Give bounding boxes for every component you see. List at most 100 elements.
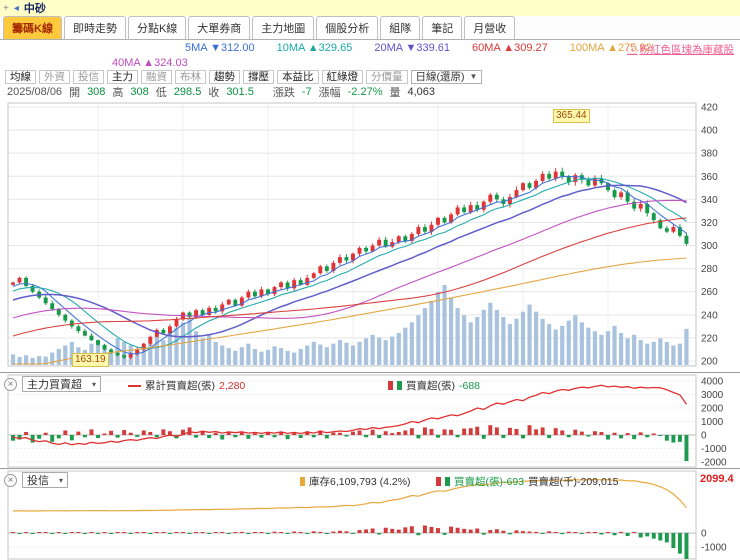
toolbar-ma[interactable]: 均線 (5, 70, 36, 84)
close-panel-icon[interactable]: × (4, 473, 17, 487)
toolbar-trend[interactable]: 趨勢 (209, 70, 240, 84)
toolbar-main-force[interactable]: 主力 (107, 70, 138, 84)
min-price-annotation: 163.19 (72, 353, 109, 367)
buy-swatch (388, 381, 393, 390)
toolbar-bollinger[interactable]: 布林 (175, 70, 206, 84)
netbuy-lots-value: 買賣超(張)-693 (454, 476, 525, 488)
svg-text:1000: 1000 (701, 417, 724, 428)
toolbar-volume-profile[interactable]: 分價量 (366, 70, 408, 84)
svg-text:340: 340 (701, 195, 718, 206)
chevron-down-icon: ▾ (92, 379, 97, 389)
tab-stock-analysis[interactable]: 個股分析 (316, 16, 379, 39)
tab-chip-kline[interactable]: 籌碼K線 (3, 16, 62, 39)
low-value: 298.5 (173, 86, 202, 98)
window-title-bar: + ◂ 中砂 (0, 0, 740, 16)
chart-toolbar: 均線 外資 投信 主力 融資 布林 趨勢 撐壓 本益比 紅綠燈 分價量 日線(還… (0, 69, 740, 85)
change-label: 漲跌 (272, 87, 295, 99)
back-arrow-icon[interactable]: ◂ (13, 2, 19, 14)
indicator-select-invest-trust[interactable]: 投信 ▾ (22, 472, 69, 488)
svg-text:380: 380 (701, 149, 718, 160)
high-value: 308 (130, 86, 149, 98)
ma100-legend: 100MA ▲275.92 (569, 42, 652, 54)
svg-text:220: 220 (701, 333, 718, 344)
treasury-note-text: 粉紅色區塊為庫藏股 (639, 44, 735, 56)
invest-trust-netbuy-chart[interactable]: 0 -1000 (0, 469, 740, 560)
svg-text:0: 0 (701, 529, 707, 540)
svg-text:280: 280 (701, 264, 718, 275)
svg-text:400: 400 (701, 126, 718, 137)
netbuy-legend: 買賣超(張) -688 (388, 378, 480, 393)
inventory-value: 庫存6,109,793 (4.2%) (309, 476, 411, 488)
tab-monthly-revenue[interactable]: 月營收 (464, 16, 516, 39)
tab-team[interactable]: 組隊 (380, 16, 421, 39)
change-pct-label: 漲幅 (318, 87, 341, 99)
ma40-legend: 40MA ▲324.03 (112, 56, 188, 69)
svg-text:360: 360 (701, 172, 718, 183)
toolbar-traffic-light[interactable]: 紅綠燈 (321, 70, 363, 84)
chevron-down-icon: ▾ (59, 475, 64, 485)
ma10-legend: 10MA ▲329.65 (276, 42, 353, 54)
info-icon: ⓘ (627, 44, 638, 56)
toolbar-pe-ratio[interactable]: 本益比 (277, 70, 319, 84)
cumulative-netbuy-legend: 累計買賣超(張) 2,280 (128, 378, 245, 393)
low-label: 低 (155, 87, 167, 99)
main-tab-bar: 籌碼K線 即時走勢 分點K線 大單券商 主力地圖 個股分析 組隊 筆記 月營收 (0, 16, 740, 40)
tab-branch-kline[interactable]: 分點K線 (127, 16, 187, 39)
main-price-chart-area[interactable]: 420 400 380 360 340 320 300 280 260 240 220 200 365… (0, 99, 740, 372)
cumulative-netbuy-label: 累計買賣超(張) (145, 380, 215, 392)
cumulative-netbuy-value: 2,280 (219, 379, 246, 392)
buy-swatch (436, 477, 441, 486)
netbuy-label: 買賣超(張) (406, 380, 455, 392)
svg-text:-1000: -1000 (701, 543, 727, 554)
ma-legend-row2: 40MA ▲324.03 (0, 56, 740, 69)
high-label: 高 (112, 87, 124, 99)
svg-text:260: 260 (701, 287, 718, 298)
max-price-annotation: 365.44 (553, 109, 590, 123)
inventory-swatch (300, 477, 305, 486)
main-force-panel: 4000 3000 2000 1000 0 -1000 -2000 × 主力買賣超 ▾ 累計… (0, 372, 740, 468)
tab-main-force-map[interactable]: 主力地圖 (252, 16, 315, 39)
indicator-select-value: 主力買賣超 (27, 379, 82, 391)
toolbar-support-resistance[interactable]: 撐壓 (243, 70, 274, 84)
period-select[interactable]: 日線(還原) ▼ (410, 70, 483, 84)
invest-trust-netbuy-legend: 買賣超(張)-693 買賣超(千)-209,015 (436, 474, 618, 489)
svg-text:420: 420 (701, 103, 718, 114)
main-force-netbuy-chart[interactable]: 4000 3000 2000 1000 0 -1000 -2000 (0, 373, 740, 468)
candlestick-volume-chart[interactable]: 420 400 380 360 340 320 300 280 260 240 220 200 (0, 99, 740, 372)
right-axis-current-tag: 2099.4 (700, 473, 734, 485)
toolbar-margin[interactable]: 融資 (141, 70, 172, 84)
change-pct-value: -2.27% (347, 86, 383, 98)
plus-icon[interactable]: + (3, 2, 9, 14)
svg-text:240: 240 (701, 310, 718, 321)
svg-text:320: 320 (701, 218, 718, 229)
tab-realtime-trend[interactable]: 即時走勢 (63, 16, 126, 39)
sell-swatch (445, 477, 450, 486)
invest-trust-panel: 0 -1000 × 投信 ▾ 庫存6,109,793 (4.2%) 買賣超(張)-… (0, 468, 740, 560)
ma20-legend: 20MA ▼339.61 (374, 42, 451, 54)
ma5-legend: 5MA ▼312.00 (185, 42, 255, 54)
svg-text:2000: 2000 (701, 404, 724, 415)
indicator-select-main-force[interactable]: 主力買賣超 ▾ (22, 376, 102, 392)
treasury-stock-note[interactable]: ⓘ 粉紅色區塊為庫藏股 (627, 42, 734, 57)
svg-text:-2000: -2000 (701, 458, 727, 469)
toolbar-invest-trust[interactable]: 投信 (73, 70, 104, 84)
svg-text:200: 200 (701, 357, 718, 368)
svg-text:300: 300 (701, 241, 718, 252)
tab-large-orders[interactable]: 大單券商 (188, 16, 251, 39)
line-swatch (128, 384, 141, 387)
stock-name: 中砂 (23, 3, 46, 15)
volume-value: 4,063 (407, 86, 436, 98)
open-label: 開 (69, 87, 81, 99)
close-value: 301.5 (226, 86, 254, 98)
indicator-select-value: 投信 (27, 475, 49, 487)
toolbar-foreign[interactable]: 外資 (39, 70, 70, 84)
volume-label: 量 (389, 87, 401, 99)
sell-swatch (397, 381, 402, 390)
tab-notes[interactable]: 筆記 (422, 16, 463, 39)
ohlc-bar: 2025/08/06 開 308 高 308 低 298.5 收 301.5 漲… (0, 85, 740, 99)
close-panel-icon[interactable]: × (4, 377, 17, 391)
svg-text:3000: 3000 (701, 390, 724, 401)
chevron-down-icon: ▼ (469, 72, 478, 81)
change-value: -7 (301, 86, 312, 98)
